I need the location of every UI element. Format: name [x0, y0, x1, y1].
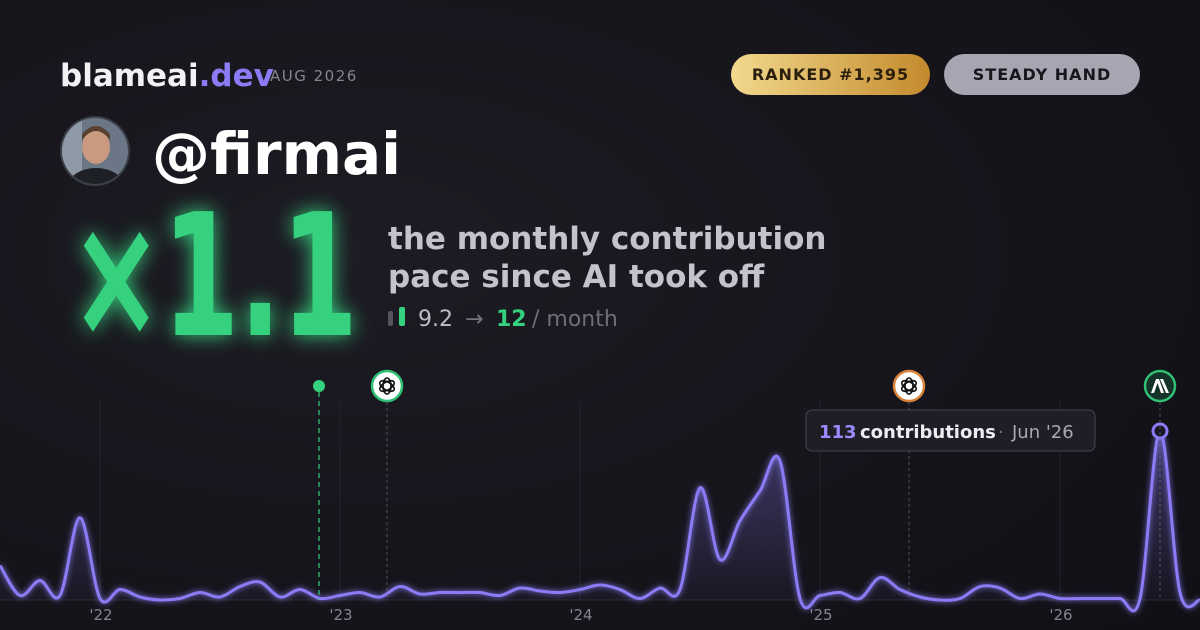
- line: [0, 429, 1200, 613]
- brand-name: blameai: [60, 58, 199, 94]
- events: [313, 369, 1177, 600]
- avatar: [60, 116, 130, 186]
- description-line: the monthly contribution: [388, 221, 826, 257]
- x-tick-label: '22: [89, 606, 112, 624]
- rank-text: RANKED #1,395: [752, 65, 909, 84]
- style-badge: [944, 54, 1140, 95]
- x-tick-label: '25: [809, 606, 832, 624]
- rank-badge: [731, 54, 930, 95]
- pace-icon: [388, 307, 405, 326]
- tooltip-date: Jun '26: [1011, 422, 1074, 443]
- tooltip-separator: ·: [998, 422, 1004, 443]
- x-tick-label: '23: [329, 606, 352, 624]
- tooltip: 113 contributions · Jun '26: [805, 409, 1096, 452]
- x-tick-label: '26: [1049, 606, 1072, 624]
- chart: '22 '23 '24 '25 '26: [0, 400, 1200, 624]
- period: AUG 2026: [270, 67, 358, 85]
- pace-before: 9.2: [418, 307, 453, 332]
- pace-unit: / month: [532, 307, 618, 332]
- tooltip-value: 113: [819, 422, 857, 443]
- multiplier: ×1.1: [70, 178, 358, 376]
- x-tick-label: '24: [569, 606, 592, 624]
- style-text: STEADY HAND: [973, 65, 1111, 84]
- area: [0, 430, 1200, 611]
- pace-arrow: →: [465, 307, 483, 332]
- pace-after: 12: [496, 307, 527, 332]
- brand-suffix: .dev: [199, 58, 274, 94]
- brand: blameai.dev: [60, 58, 274, 94]
- description-line: pace since AI took off: [388, 259, 765, 295]
- handle: @firmai: [152, 120, 401, 188]
- tooltip-label: contributions: [860, 422, 996, 443]
